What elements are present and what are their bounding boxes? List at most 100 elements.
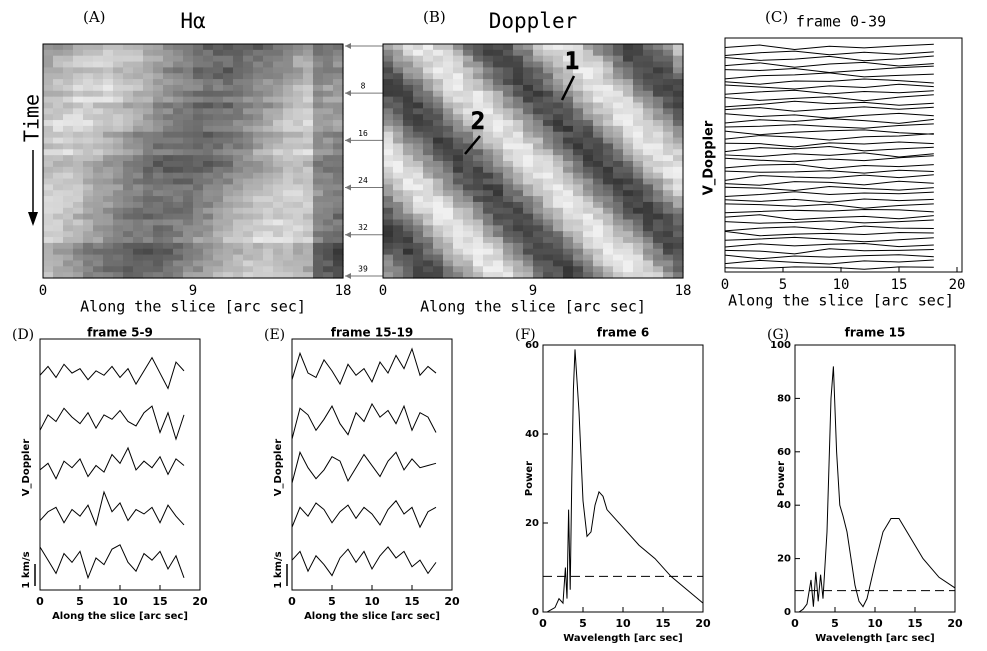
image-pixel bbox=[593, 207, 604, 215]
image-pixel bbox=[473, 155, 484, 162]
image-pixel bbox=[83, 143, 94, 150]
image-pixel bbox=[73, 108, 84, 115]
x-axis-label: Along the slice [arc sec] bbox=[728, 292, 954, 310]
image-pixel bbox=[233, 260, 244, 267]
image-pixel bbox=[423, 172, 434, 180]
image-pixel bbox=[503, 108, 514, 115]
image-pixel bbox=[653, 260, 664, 267]
image-pixel bbox=[233, 248, 244, 256]
image-pixel bbox=[533, 44, 544, 51]
image-pixel bbox=[283, 213, 294, 221]
image-pixel bbox=[273, 102, 284, 109]
image-pixel bbox=[603, 108, 614, 115]
image-pixel bbox=[73, 207, 84, 215]
image-pixel bbox=[313, 49, 324, 57]
image-pixel bbox=[473, 90, 484, 98]
image-pixel bbox=[103, 242, 114, 250]
image-pixel bbox=[163, 55, 174, 63]
image-pixel bbox=[413, 196, 424, 203]
image-pixel bbox=[453, 172, 464, 180]
image-pixel bbox=[103, 219, 114, 226]
image-pixel bbox=[93, 137, 104, 145]
image-pixel bbox=[673, 155, 684, 162]
image-pixel bbox=[563, 114, 574, 121]
image-pixel bbox=[123, 254, 134, 262]
image-pixel bbox=[203, 207, 214, 215]
image-pixel bbox=[223, 254, 234, 262]
image-pixel bbox=[603, 44, 614, 51]
image-pixel bbox=[323, 219, 334, 226]
image-pixel bbox=[313, 90, 324, 98]
image-pixel bbox=[123, 272, 134, 279]
image-pixel bbox=[533, 161, 544, 168]
image-pixel bbox=[553, 96, 564, 104]
image-pixel bbox=[73, 248, 84, 256]
image-pixel bbox=[623, 125, 634, 133]
image-pixel bbox=[63, 90, 74, 98]
image-pixel bbox=[113, 125, 124, 133]
image-pixel bbox=[273, 254, 284, 262]
image-pixel bbox=[173, 79, 184, 86]
image-pixel bbox=[583, 237, 594, 244]
image-pixel bbox=[233, 102, 244, 109]
image-pixel bbox=[63, 219, 74, 226]
image-pixel bbox=[463, 248, 474, 256]
image-pixel bbox=[243, 161, 254, 168]
image-pixel bbox=[53, 254, 64, 262]
image-pixel bbox=[483, 49, 494, 57]
image-pixel bbox=[653, 73, 664, 80]
x-tick-label: 20 bbox=[192, 595, 208, 608]
trace bbox=[724, 180, 934, 186]
image-pixel bbox=[533, 248, 544, 256]
image-pixel bbox=[523, 254, 534, 262]
image-pixel bbox=[263, 49, 274, 57]
image-pixel bbox=[243, 184, 254, 191]
image-pixel bbox=[653, 196, 664, 203]
image-pixel bbox=[323, 108, 334, 115]
image-pixel bbox=[283, 73, 294, 80]
image-pixel bbox=[423, 231, 434, 238]
trace bbox=[724, 209, 934, 214]
image-pixel bbox=[553, 143, 564, 150]
image-pixel bbox=[203, 178, 214, 185]
image-pixel bbox=[543, 225, 554, 232]
image-pixel bbox=[453, 201, 464, 209]
image-pixel bbox=[123, 219, 134, 226]
image-pixel bbox=[73, 225, 84, 232]
image-pixel bbox=[203, 266, 214, 273]
image-pixel bbox=[543, 178, 554, 185]
image-pixel bbox=[113, 225, 124, 232]
image-pixel bbox=[333, 242, 344, 250]
x-tick-label: 15 bbox=[404, 595, 419, 608]
image-pixel bbox=[433, 73, 444, 80]
image-pixel bbox=[313, 184, 324, 191]
image-pixel bbox=[113, 120, 124, 127]
image-pixel bbox=[473, 272, 484, 279]
image-pixel bbox=[523, 79, 534, 86]
image-pixel bbox=[423, 84, 434, 92]
image-pixel bbox=[553, 248, 564, 256]
image-pixel bbox=[173, 166, 184, 174]
image-pixel bbox=[613, 149, 624, 156]
image-pixel bbox=[313, 213, 324, 221]
image-pixel bbox=[203, 237, 214, 244]
image-pixel bbox=[333, 219, 344, 226]
image-pixel bbox=[643, 102, 654, 109]
image-pixel bbox=[653, 254, 664, 262]
image-pixel bbox=[673, 248, 684, 256]
image-pixel bbox=[443, 149, 454, 156]
image-pixel bbox=[603, 196, 614, 203]
image-pixel bbox=[453, 67, 464, 74]
image-pixel bbox=[313, 196, 324, 203]
image-pixel bbox=[613, 242, 624, 250]
image-pixel bbox=[153, 272, 164, 279]
image-pixel bbox=[603, 213, 614, 221]
image-pixel bbox=[443, 131, 454, 139]
image-pixel bbox=[53, 44, 64, 51]
image-pixel bbox=[493, 213, 504, 221]
image-pixel bbox=[153, 149, 164, 156]
image-pixel bbox=[263, 254, 274, 262]
image-pixel bbox=[223, 73, 234, 80]
image-pixel bbox=[253, 161, 264, 168]
image-pixel bbox=[313, 231, 324, 238]
